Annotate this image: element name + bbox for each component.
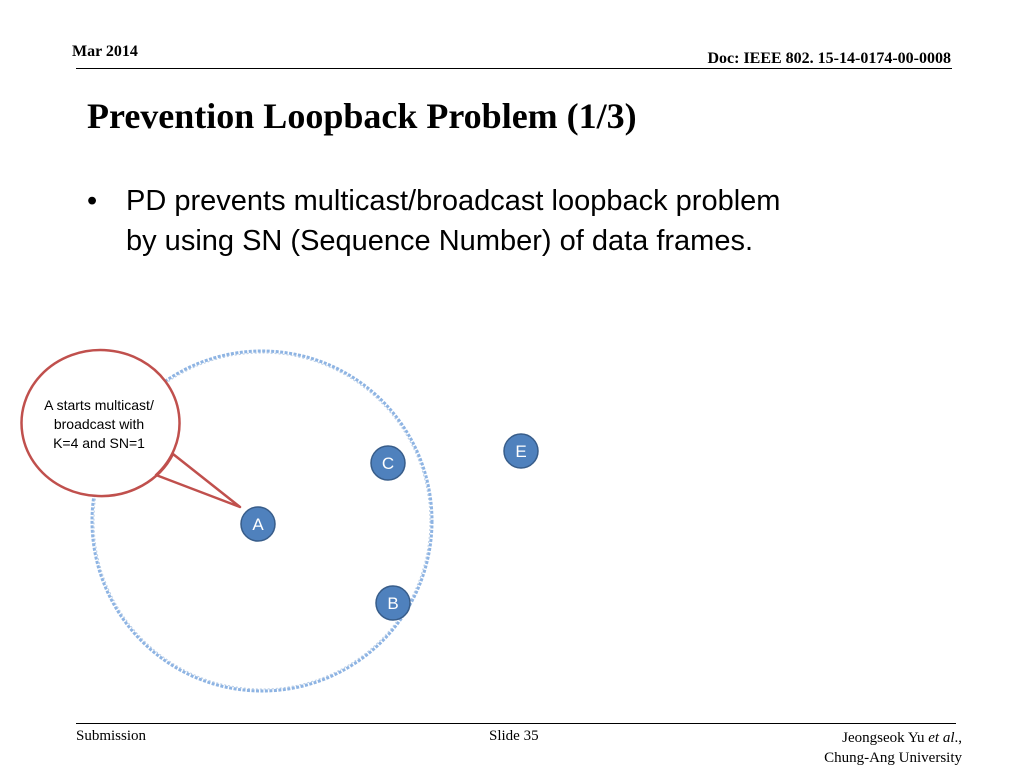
- node-a-circle: [240, 506, 276, 542]
- node-a-label: A: [252, 515, 264, 534]
- node-e: E: [503, 433, 539, 469]
- node-b: B: [375, 585, 411, 621]
- callout-text: A starts multicast/ broadcast with K=4 a…: [24, 396, 174, 453]
- callout-line-2: broadcast with: [53, 416, 145, 432]
- callout-line-1: A starts multicast/: [44, 397, 154, 413]
- bullet-list: • PD prevents multicast/broadcast loopba…: [87, 181, 927, 261]
- header-date: Mar 2014: [72, 43, 138, 60]
- bullet-text-line-1: PD prevents multicast/broadcast loopback…: [126, 185, 781, 217]
- bullet-text-line-2: by using SN (Sequence Number) of data fr…: [126, 225, 754, 257]
- header-doc-id: Doc: IEEE 802. 15-14-0174-00-0008: [707, 50, 951, 67]
- footer-author: Jeongseok Yu et al., Chung-Ang Universit…: [824, 728, 962, 768]
- author-name: Jeongseok Yu: [842, 730, 929, 746]
- node-b-label: B: [387, 594, 398, 613]
- bullet-item: • PD prevents multicast/broadcast loopba…: [87, 181, 926, 261]
- node-c-label: C: [382, 454, 394, 473]
- header-divider: [76, 68, 952, 69]
- node-a: A: [240, 506, 276, 542]
- node-c: C: [370, 445, 406, 481]
- node-e-circle: [503, 433, 539, 469]
- author-suffix: .,: [954, 730, 963, 746]
- footer-slide-number: Slide 35: [489, 728, 539, 744]
- node-c-circle: [370, 445, 406, 481]
- footer-submission: Submission: [76, 728, 147, 744]
- footer-divider: [76, 723, 956, 724]
- author-etal: et al: [928, 730, 955, 746]
- node-e-label: E: [515, 442, 526, 461]
- slide-title: Prevention Loopback Problem (1/3): [87, 96, 637, 136]
- author-affiliation: Chung-Ang University: [824, 750, 962, 766]
- node-b-circle: [375, 585, 411, 621]
- callout-line-3: K=4 and SN=1: [53, 435, 145, 451]
- bullet-icon: •: [87, 185, 98, 217]
